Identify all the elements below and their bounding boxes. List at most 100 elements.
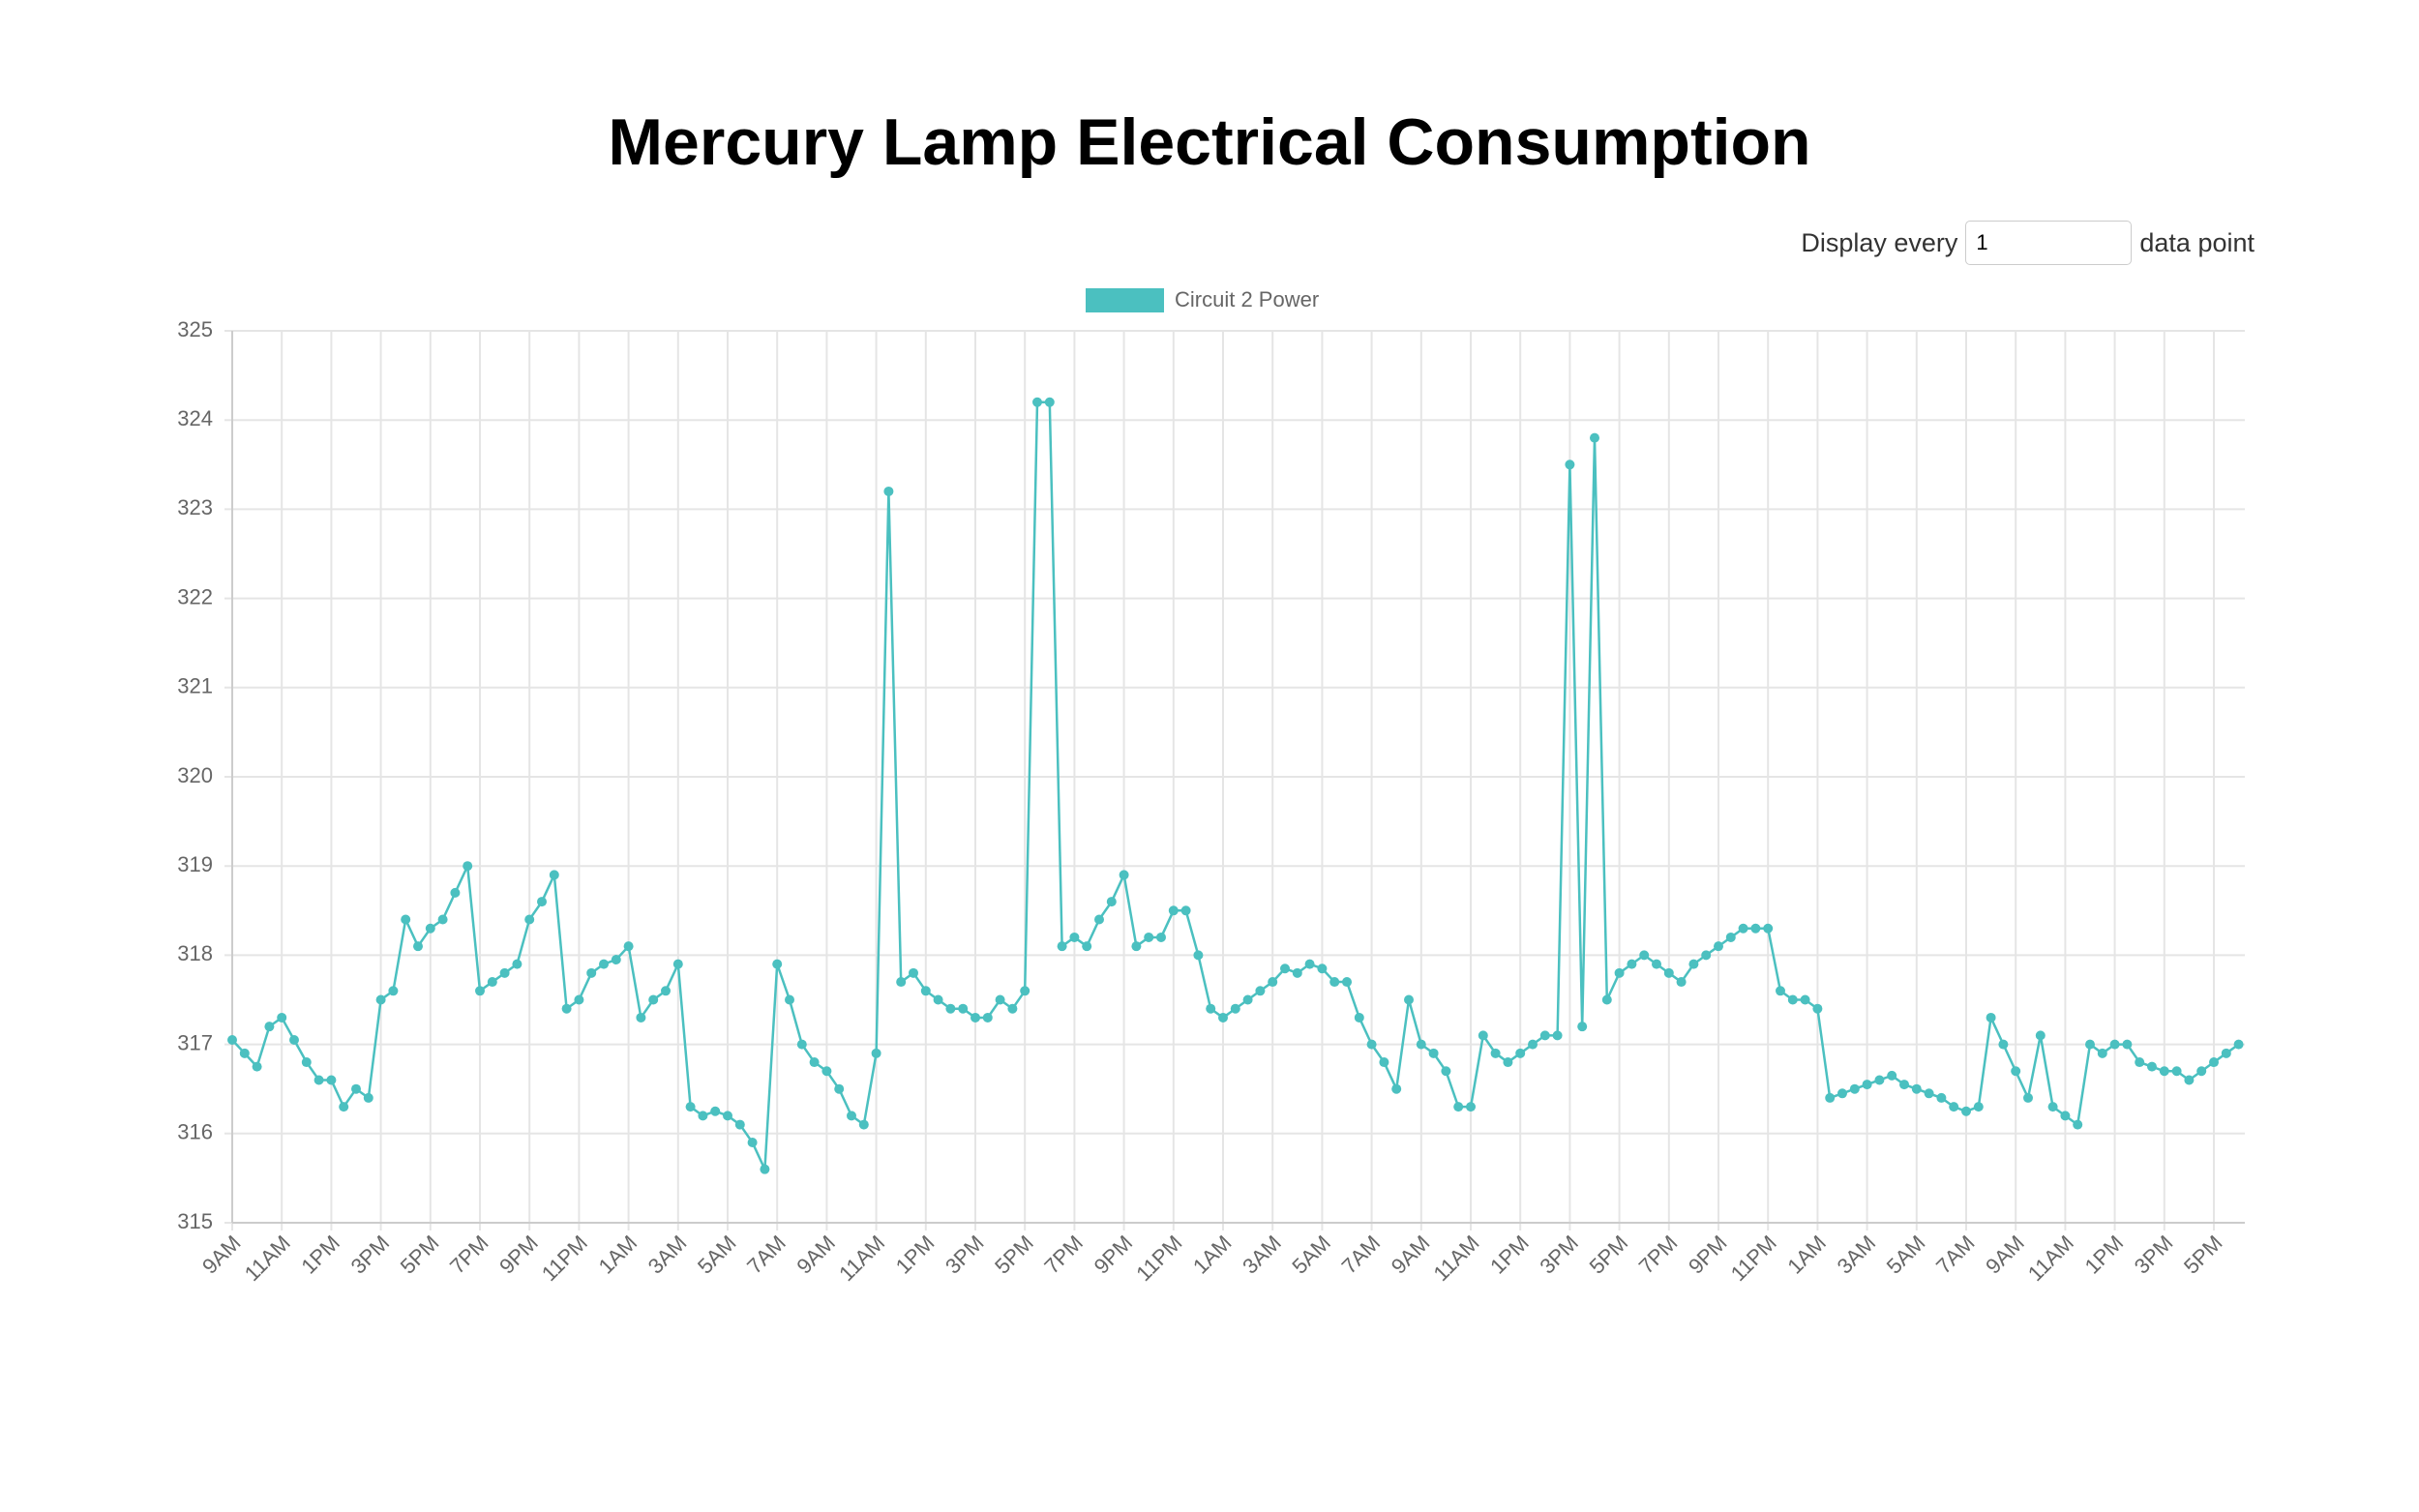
data-point <box>1490 1048 1501 1058</box>
data-point <box>1057 941 1067 952</box>
data-point <box>723 1111 732 1121</box>
x-tick-label: 3AM <box>1833 1230 1881 1279</box>
x-tick-label: 5PM <box>990 1230 1038 1279</box>
data-point <box>1242 994 1253 1005</box>
data-point <box>834 1083 845 1094</box>
data-point <box>2196 1066 2207 1077</box>
data-point <box>1998 1039 2009 1050</box>
data-point <box>1082 941 1092 952</box>
x-tick-label: 11AM <box>2023 1230 2078 1286</box>
data-point <box>1986 1012 1996 1023</box>
data-point <box>524 914 535 925</box>
data-point <box>339 1102 349 1112</box>
data-point <box>425 923 435 934</box>
x-tick-label: 11AM <box>240 1230 295 1286</box>
x-tick-label: 3AM <box>643 1230 692 1279</box>
data-point <box>1329 977 1340 988</box>
y-tick-label: 322 <box>177 584 213 608</box>
data-point <box>1268 977 1278 988</box>
x-tick-label: 1PM <box>891 1230 940 1279</box>
x-tick-label: 3PM <box>1535 1230 1583 1279</box>
data-point <box>2159 1066 2169 1077</box>
x-tick-label: 5AM <box>693 1230 741 1279</box>
data-point <box>821 1066 832 1077</box>
x-tick-label: 11AM <box>1428 1230 1483 1286</box>
y-tick-label: 321 <box>177 674 213 698</box>
data-point <box>1714 941 1723 952</box>
data-point <box>871 1048 881 1058</box>
data-point <box>1911 1083 1922 1094</box>
data-point <box>1663 967 1674 978</box>
data-point <box>2109 1039 2120 1050</box>
data-point <box>227 1034 237 1045</box>
data-point <box>648 994 659 1005</box>
data-point <box>1812 1003 1823 1014</box>
data-point <box>661 986 671 996</box>
data-point <box>2085 1039 2095 1050</box>
legend-swatch <box>1086 288 1164 312</box>
data-point <box>1020 986 1030 996</box>
data-point <box>2135 1057 2145 1068</box>
data-point <box>1776 986 1785 996</box>
data-point <box>785 994 794 1005</box>
data-point <box>2221 1048 2231 1058</box>
data-point <box>1515 1048 1526 1058</box>
data-point <box>1466 1102 1476 1112</box>
data-point <box>933 994 943 1005</box>
display-every-input[interactable] <box>1965 221 2133 265</box>
data-point <box>945 1003 956 1014</box>
y-tick-label: 320 <box>177 763 213 787</box>
data-point <box>351 1083 361 1094</box>
data-point <box>2147 1061 2157 1072</box>
data-point <box>1701 950 1712 961</box>
data-point <box>982 1012 993 1023</box>
data-point <box>1416 1039 1426 1050</box>
control-prefix: Display every <box>1801 227 1958 257</box>
legend-label: Circuit 2 Power <box>1175 287 1319 311</box>
x-tick-label: 1PM <box>1485 1230 1534 1279</box>
data-point <box>1156 932 1166 942</box>
data-point <box>760 1164 770 1174</box>
x-tick-label: 7PM <box>1634 1230 1683 1279</box>
data-point <box>1317 964 1328 974</box>
data-point <box>375 994 386 1005</box>
x-tick-label: 1PM <box>2080 1230 2129 1279</box>
data-point <box>2023 1092 2033 1103</box>
data-point <box>698 1111 708 1121</box>
data-point <box>1837 1088 1847 1099</box>
data-point <box>1887 1070 1897 1081</box>
x-tick-label: 11PM <box>537 1230 592 1286</box>
data-point <box>264 1022 275 1032</box>
x-tick-label: 5AM <box>1882 1230 1930 1279</box>
data-point <box>1936 1092 1947 1103</box>
y-tick-label: 315 <box>177 1209 213 1233</box>
x-tick-label: 5PM <box>1585 1230 1633 1279</box>
data-point <box>450 887 461 898</box>
data-point <box>1255 986 1266 996</box>
data-point <box>1577 1022 1588 1032</box>
data-point <box>2035 1030 2046 1041</box>
x-tick-label: 3AM <box>1238 1230 1286 1279</box>
data-point <box>2171 1066 2182 1077</box>
data-point <box>1862 1080 1872 1090</box>
control-suffix: data point <box>2139 227 2255 257</box>
data-point <box>1961 1106 1971 1116</box>
data-point <box>1094 914 1104 925</box>
data-point <box>796 1039 807 1050</box>
data-point <box>1218 1012 1228 1023</box>
data-point <box>1044 397 1055 407</box>
data-point <box>1688 959 1699 969</box>
data-point <box>314 1075 324 1085</box>
data-point <box>1379 1057 1389 1068</box>
data-point <box>1800 994 1810 1005</box>
data-point <box>1478 1030 1488 1041</box>
data-point <box>1180 905 1191 916</box>
data-point <box>1131 941 1142 952</box>
data-point <box>1787 994 1798 1005</box>
data-point <box>1193 950 1204 961</box>
y-tick-label: 317 <box>177 1030 213 1054</box>
data-point <box>1144 932 1154 942</box>
data-point <box>2011 1066 2021 1077</box>
